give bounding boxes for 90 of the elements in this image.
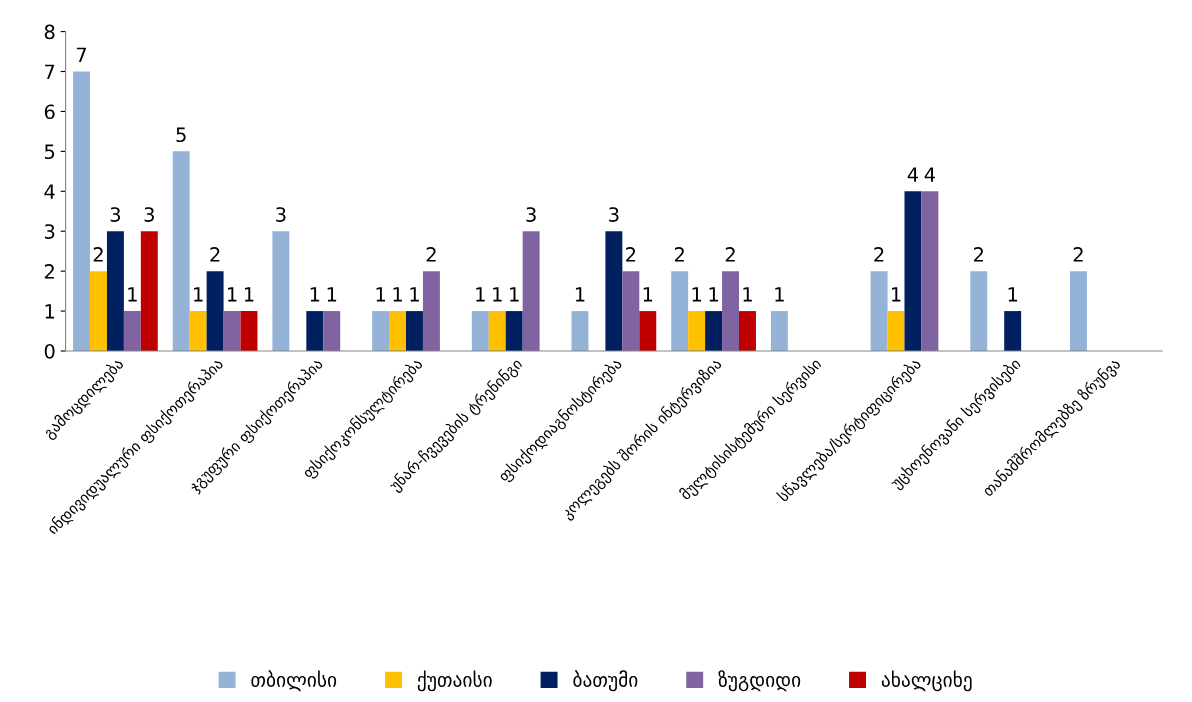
data-label: 1 bbox=[743, 287, 752, 302]
data-label: 5 bbox=[176, 127, 186, 143]
y-tick-label: 2 bbox=[44, 264, 54, 279]
data-label: 2 bbox=[93, 247, 103, 262]
y-tick-label: 4 bbox=[44, 184, 55, 199]
data-label: 7 bbox=[76, 47, 87, 62]
bar bbox=[505, 311, 523, 351]
data-label: 1 bbox=[244, 287, 254, 302]
bar bbox=[223, 311, 241, 351]
data-label: 1 bbox=[228, 287, 237, 302]
data-label: 1 bbox=[891, 287, 901, 302]
data-label: 4 bbox=[924, 167, 936, 182]
data-label: 1 bbox=[393, 287, 402, 302]
bar bbox=[306, 311, 324, 351]
data-label: 1 bbox=[327, 287, 337, 302]
data-label: 1 bbox=[510, 287, 519, 302]
data-label: 1 bbox=[709, 287, 718, 302]
y-tick-label: 5 bbox=[44, 144, 55, 160]
bar bbox=[671, 271, 689, 351]
bar bbox=[372, 311, 390, 351]
bar bbox=[488, 311, 506, 351]
data-label: 3 bbox=[609, 207, 619, 222]
data-label: 1 bbox=[1008, 287, 1018, 302]
data-label: 1 bbox=[643, 287, 653, 302]
bar bbox=[123, 311, 141, 351]
bar bbox=[172, 151, 190, 351]
data-label: 3 bbox=[110, 207, 121, 222]
bar bbox=[605, 231, 623, 351]
data-label: 1 bbox=[575, 287, 585, 302]
bar bbox=[272, 231, 290, 351]
data-label: 1 bbox=[310, 287, 320, 302]
data-label: 3 bbox=[526, 207, 536, 222]
data-label: 2 bbox=[426, 247, 436, 262]
bar bbox=[522, 231, 540, 351]
bar bbox=[639, 311, 657, 351]
bar bbox=[206, 271, 224, 351]
data-label: 2 bbox=[1073, 247, 1083, 262]
bar bbox=[323, 311, 341, 351]
bar bbox=[887, 311, 905, 351]
data-label: 1 bbox=[775, 287, 784, 302]
bar bbox=[870, 271, 888, 351]
legend-label: ზუგდიდი bbox=[718, 670, 801, 692]
data-label: 1 bbox=[128, 287, 137, 302]
bar bbox=[622, 271, 640, 351]
bar bbox=[770, 311, 788, 351]
bar bbox=[422, 271, 440, 351]
bar bbox=[389, 311, 407, 351]
bar bbox=[106, 231, 124, 351]
y-tick-label: 7 bbox=[45, 64, 55, 79]
data-label: 4 bbox=[907, 167, 919, 182]
data-label: 1 bbox=[194, 287, 203, 302]
bar bbox=[406, 311, 423, 351]
bar bbox=[89, 271, 107, 351]
data-label: 1 bbox=[493, 287, 502, 302]
bar bbox=[722, 271, 739, 351]
bar bbox=[240, 311, 258, 351]
bar bbox=[471, 311, 489, 351]
data-label: 2 bbox=[874, 247, 884, 262]
data-label: 3 bbox=[144, 207, 154, 222]
y-tick-label: 0 bbox=[44, 343, 55, 359]
legend-label: ბათუმი bbox=[573, 670, 638, 692]
bar bbox=[571, 311, 589, 351]
bar bbox=[921, 191, 939, 351]
data-label: 2 bbox=[674, 247, 684, 262]
data-label: 1 bbox=[476, 287, 485, 302]
y-tick-label: 1 bbox=[45, 304, 55, 319]
data-label: 2 bbox=[974, 247, 983, 262]
data-label: 1 bbox=[376, 287, 385, 302]
y-tick-label: 6 bbox=[44, 104, 55, 120]
bar bbox=[904, 191, 922, 351]
data-label: 1 bbox=[410, 287, 419, 302]
bar bbox=[1069, 271, 1087, 351]
y-tick-label: 8 bbox=[44, 24, 55, 40]
bar bbox=[1004, 311, 1022, 351]
data-label: 2 bbox=[725, 247, 735, 262]
legend-label: თბილისი bbox=[251, 670, 337, 692]
data-label: 3 bbox=[276, 207, 286, 222]
y-tick-label: 3 bbox=[44, 224, 55, 239]
bar bbox=[705, 311, 723, 351]
bar bbox=[140, 231, 158, 351]
bar bbox=[688, 311, 706, 351]
bar bbox=[189, 311, 207, 351]
legend-label: ქუთაისი bbox=[417, 670, 492, 692]
data-label: 1 bbox=[692, 287, 702, 302]
data-label: 2 bbox=[210, 247, 220, 262]
bar bbox=[73, 71, 90, 351]
bar bbox=[970, 271, 988, 351]
legend-label: ახალციხე bbox=[881, 670, 972, 692]
data-label: 2 bbox=[626, 247, 636, 262]
bar bbox=[739, 311, 756, 351]
